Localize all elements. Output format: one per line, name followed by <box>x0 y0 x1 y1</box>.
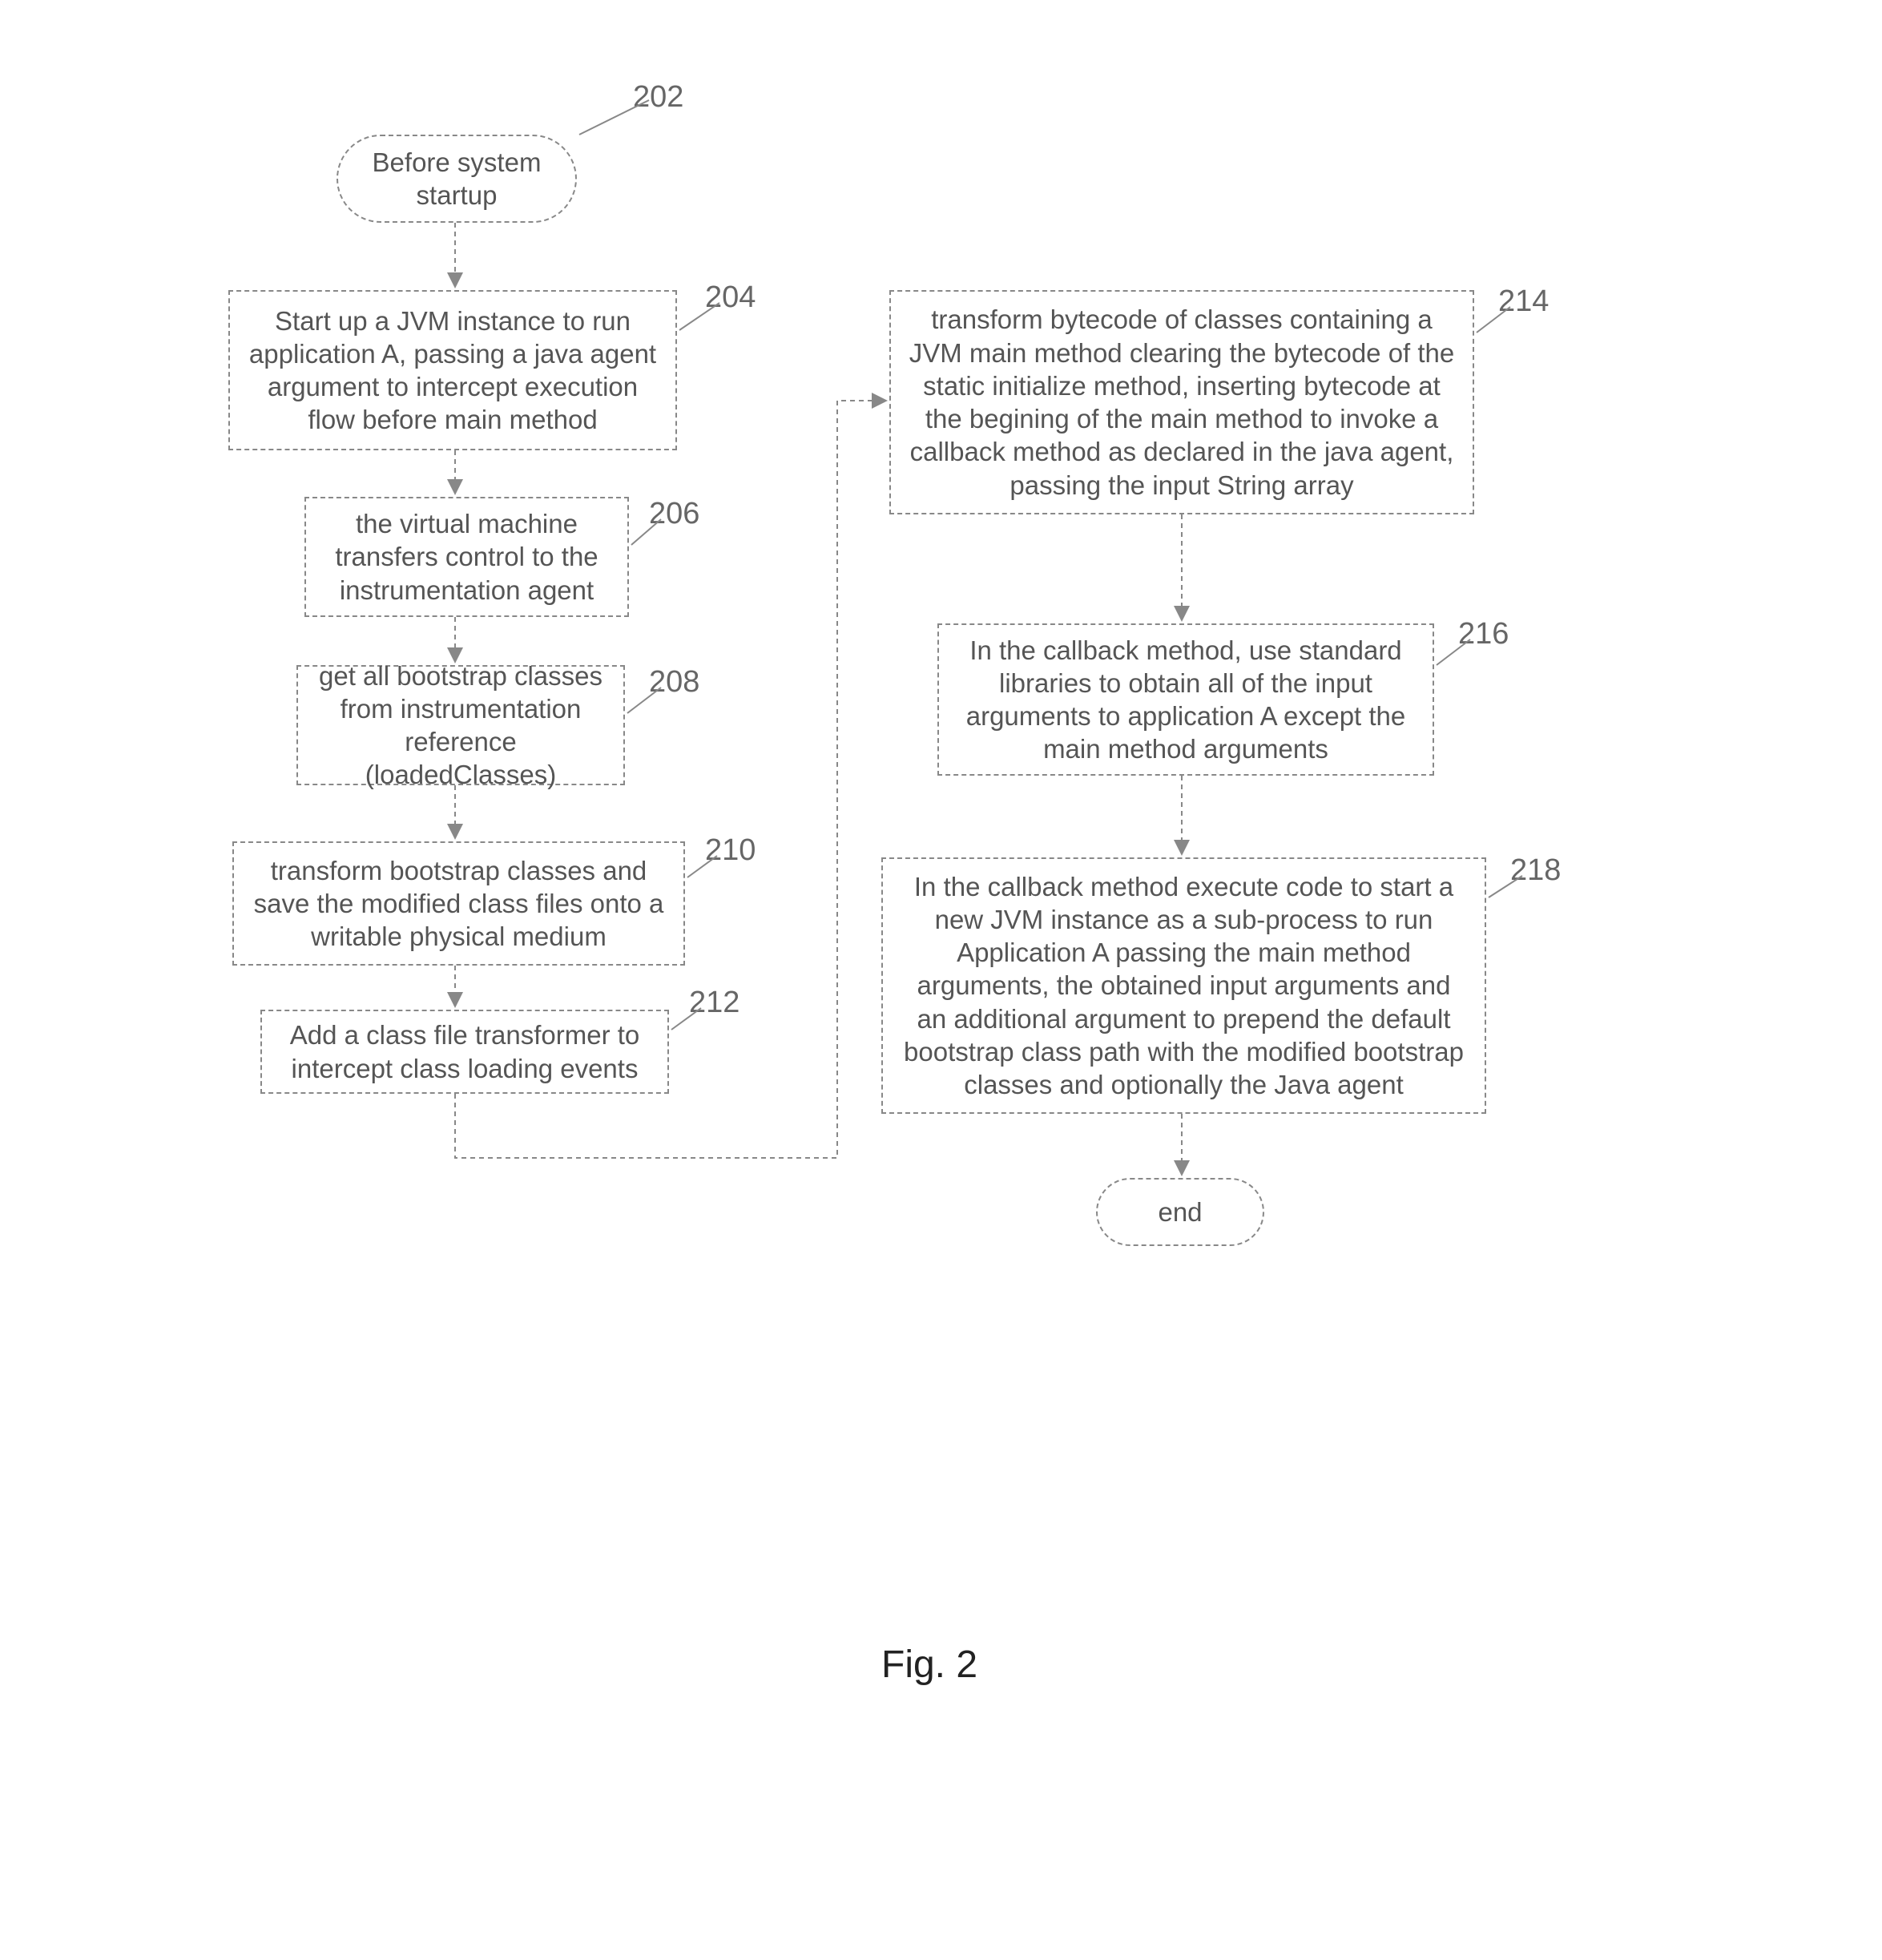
process-208-text: get all bootstrap classes from instrumen… <box>314 659 607 792</box>
process-212-text: Add a class file transformer to intercep… <box>278 1018 651 1085</box>
process-214: transform bytecode of classes containing… <box>889 290 1474 514</box>
ref-label-202: 202 <box>633 80 683 115</box>
process-206-text: the virtual machine transfers control to… <box>322 507 611 607</box>
figure-caption: Fig. 2 <box>881 1643 977 1687</box>
end-text: end <box>1158 1196 1202 1228</box>
ref-label-210: 210 <box>705 833 756 868</box>
process-212: Add a class file transformer to intercep… <box>260 1010 669 1094</box>
process-206: the virtual machine transfers control to… <box>304 497 629 617</box>
ref-label-208: 208 <box>649 665 699 700</box>
ref-label-204: 204 <box>705 280 756 315</box>
ref-label-218: 218 <box>1510 853 1561 888</box>
flowchart-canvas: Before system startup Start up a JVM ins… <box>0 0 1882 1960</box>
ref-label-206: 206 <box>649 497 699 531</box>
end-terminator: end <box>1096 1178 1264 1246</box>
ref-label-214: 214 <box>1498 284 1549 319</box>
process-204: Start up a JVM instance to run applicati… <box>228 290 677 450</box>
ref-label-212: 212 <box>689 986 740 1020</box>
process-214-text: transform bytecode of classes containing… <box>907 303 1457 502</box>
start-terminator: Before system startup <box>337 135 577 223</box>
process-218-text: In the callback method execute code to s… <box>899 870 1469 1102</box>
process-216: In the callback method, use standard lib… <box>937 623 1434 776</box>
process-208: get all bootstrap classes from instrumen… <box>296 665 625 785</box>
process-204-text: Start up a JVM instance to run applicati… <box>246 304 659 437</box>
start-text: Before system startup <box>354 146 559 212</box>
process-216-text: In the callback method, use standard lib… <box>955 634 1417 766</box>
ref-label-216: 216 <box>1458 617 1509 651</box>
process-210: transform bootstrap classes and save the… <box>232 841 685 966</box>
process-210-text: transform bootstrap classes and save the… <box>250 854 667 954</box>
process-218: In the callback method execute code to s… <box>881 857 1486 1114</box>
